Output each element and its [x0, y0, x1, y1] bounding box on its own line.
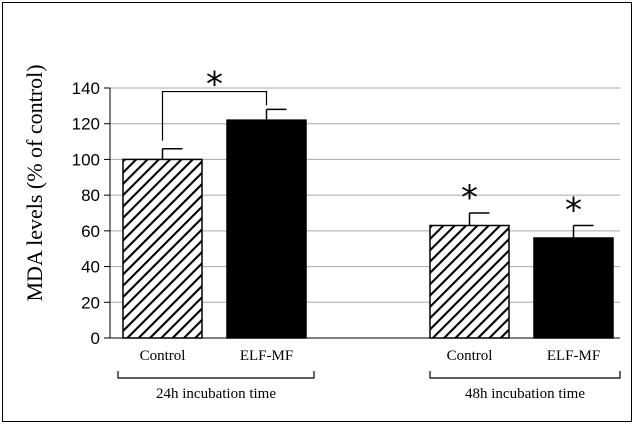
category-label: Control [447, 348, 493, 364]
group-label: 48h incubation time [465, 386, 585, 402]
bar-1-0 [429, 224, 510, 339]
y-tick-label: 140 [72, 79, 100, 98]
bar-0-0 [122, 158, 203, 339]
bar-1-1 [533, 237, 614, 339]
category-label: Control [140, 348, 186, 364]
chart-frame [2, 2, 632, 422]
y-tick-label: 100 [72, 150, 100, 169]
significance-star: * [206, 65, 223, 105]
y-tick-label: 40 [81, 258, 100, 277]
significance-bracket [161, 90, 268, 141]
y-axis-label: MDA levels (% of control) [22, 64, 47, 301]
labels: 0 20 40 60 80 100 120 140 MDA levels (% of contr… [22, 64, 621, 402]
bar-0-1 [226, 119, 307, 339]
significance-star: * [565, 191, 582, 231]
group-bracket [117, 371, 315, 379]
category-label: ELF-MF [547, 348, 600, 364]
y-tick-label: 80 [81, 186, 100, 205]
y-tick-label: 120 [72, 115, 100, 134]
group-label: 24h incubation time [156, 386, 276, 402]
significance-star: * [461, 178, 478, 218]
bars [122, 108, 614, 339]
y-tick-label: 20 [81, 293, 100, 312]
y-tick-label: 60 [81, 222, 100, 241]
category-label: ELF-MF [240, 348, 293, 364]
group-bracket [429, 371, 621, 379]
y-tick-label: 0 [91, 329, 100, 348]
